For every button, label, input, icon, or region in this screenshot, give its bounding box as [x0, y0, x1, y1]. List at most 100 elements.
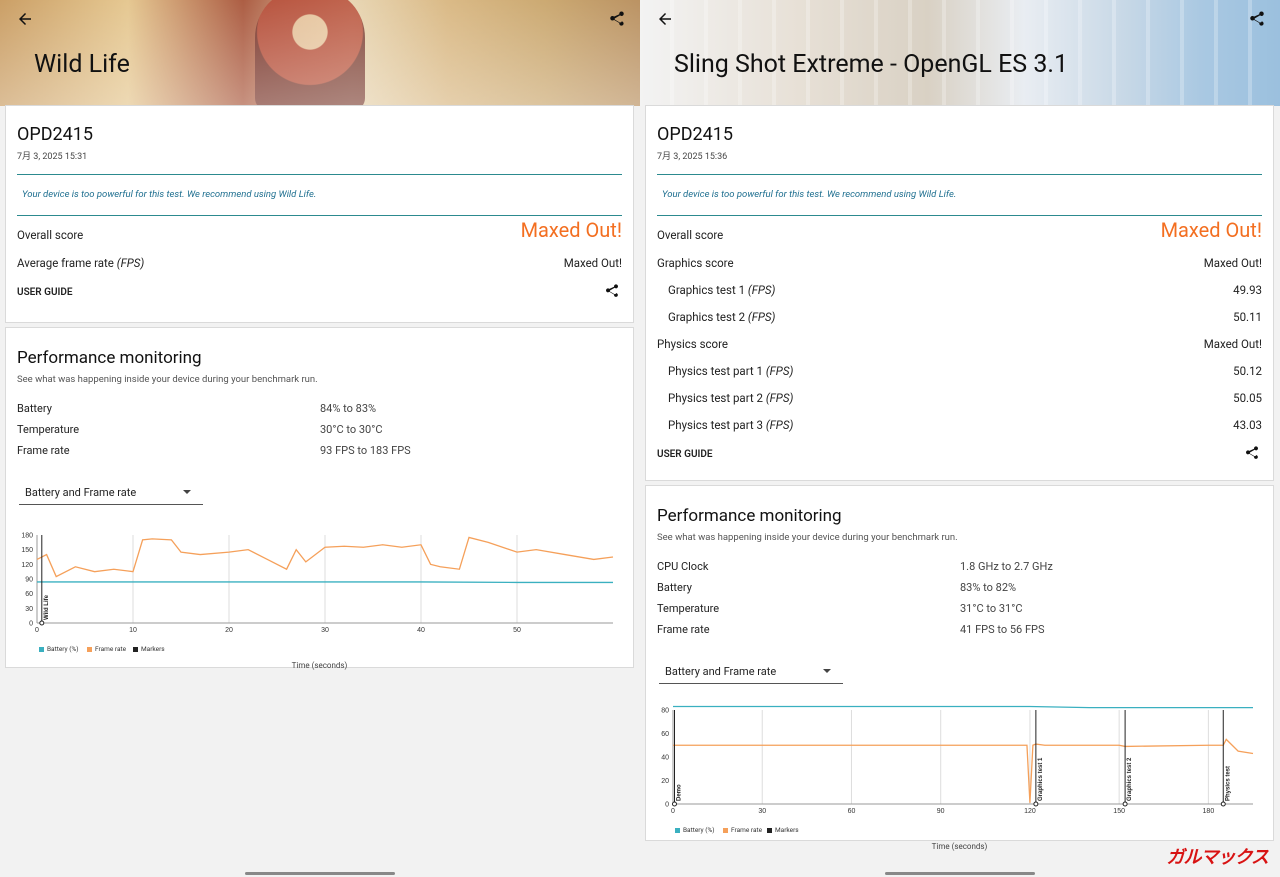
- x-tick-label: 60: [848, 808, 856, 815]
- y-tick-label: 0: [665, 802, 669, 809]
- monitoring-row: Battery 84% to 83%: [17, 402, 377, 415]
- gesture-bar: [885, 872, 1035, 875]
- score-card: OPD2415 7月 3, 2025 15:31 Your device is …: [5, 105, 634, 323]
- left-result-panel: Wild Life OPD2415 7月 3, 2025 15:31 Your …: [0, 0, 640, 877]
- sling-shot-chart: 0 30 60 90 120 150 180 0 20 40 60 80 Demo Graphics te…: [657, 704, 1262, 851]
- legend-battery: Battery (%): [675, 826, 714, 834]
- physics-test-2-row: Physics test part 2 (FPS) 50.05: [668, 391, 1262, 405]
- monitoring-table: Battery 84% to 83% Temperature 30°C to 30°…: [17, 399, 622, 462]
- share-icon[interactable]: [1244, 445, 1260, 461]
- chart-metric-dropdown[interactable]: Battery and Frame rate: [19, 478, 203, 505]
- performance-monitoring-card: Performance monitoring See what was happ…: [5, 327, 634, 670]
- y-tick-label: 150: [21, 547, 33, 554]
- x-tick-label: 40: [417, 627, 425, 634]
- x-axis-title: Time (seconds): [291, 661, 348, 670]
- marker-label: Demo: [676, 784, 682, 801]
- x-tick-label: 180: [1203, 808, 1215, 815]
- hero-banner: [0, 0, 640, 106]
- y-tick-label: 0: [29, 621, 33, 628]
- x-tick-label: 20: [225, 627, 233, 634]
- chart-legend: Battery (%) Frame rate Markers: [17, 643, 622, 655]
- right-result-panel: Sling Shot Extreme - OpenGL ES 3.1 OPD24…: [640, 0, 1280, 877]
- gesture-bar: [245, 872, 395, 875]
- average-frame-rate-value: Maxed Out!: [563, 256, 622, 270]
- x-axis-title: Time (seconds): [931, 842, 988, 851]
- user-guide-link[interactable]: USER GUIDE: [657, 449, 713, 460]
- x-tick-label: 30: [758, 808, 766, 815]
- marker-dot: [1220, 801, 1226, 807]
- back-arrow-icon[interactable]: [656, 10, 674, 28]
- test-title: Wild Life: [34, 50, 130, 79]
- chevron-down-icon: [183, 490, 191, 494]
- performance-monitoring-subtitle: See what was happening inside your devic…: [17, 374, 318, 385]
- performance-monitoring-title: Performance monitoring: [17, 348, 202, 368]
- recommendation-note: Your device is too powerful for this tes…: [657, 174, 1262, 216]
- run-date: 7月 3, 2025 15:31: [17, 152, 88, 162]
- monitoring-row: Temperature 31°C to 31°C: [657, 602, 1023, 615]
- test-title: Sling Shot Extreme - OpenGL ES 3.1: [674, 50, 1069, 79]
- y-tick-label: 30: [25, 606, 33, 613]
- x-tick-label: 30: [321, 627, 329, 634]
- overall-score-row: Overall score Maxed Out!: [657, 216, 1262, 248]
- graphics-test-1-row: Graphics test 1 (FPS) 49.93: [668, 283, 1262, 297]
- score-card: OPD2415 7月 3, 2025 15:36 Your device is …: [645, 105, 1274, 481]
- user-guide-row: USER GUIDE: [657, 437, 1262, 473]
- marker-dot: [1033, 801, 1039, 807]
- marker-label: Graphics test 2: [1127, 757, 1133, 801]
- battery-series-line: [673, 705, 1253, 709]
- legend-battery: Battery (%): [39, 645, 78, 653]
- performance-monitoring-title: Performance monitoring: [657, 506, 842, 526]
- wild-life-chart: 0 10 20 30 40 50 0 30 60 90 120 150 180 Wild Life Bat…: [17, 527, 622, 670]
- chart-svg: 0 10 20 30 40 50 0 30 60 90 120 150 180 Wild Life: [21, 533, 614, 634]
- back-arrow-icon[interactable]: [16, 10, 34, 28]
- share-icon[interactable]: [1248, 10, 1266, 28]
- recommendation-note: Your device is too powerful for this tes…: [17, 174, 622, 216]
- average-frame-rate-label: Average frame rate (FPS): [17, 256, 145, 270]
- frame-rate-series-line: [673, 738, 1254, 803]
- device-name: OPD2415: [17, 124, 94, 145]
- device-name: OPD2415: [657, 124, 734, 145]
- monitoring-row: Frame rate 93 FPS to 183 FPS: [17, 444, 411, 457]
- chevron-down-icon: [823, 669, 831, 673]
- x-tick-label: 90: [937, 808, 945, 815]
- chart-metric-dropdown[interactable]: Battery and Frame rate: [659, 657, 843, 684]
- marker-label: Wild Life: [44, 594, 50, 620]
- monitoring-row: Frame rate 41 FPS to 56 FPS: [657, 623, 1045, 636]
- monitoring-table: CPU Clock 1.8 GHz to 2.7 GHz Battery 83% t…: [657, 557, 1262, 641]
- legend-frame-rate: Frame rate: [723, 826, 762, 834]
- physics-test-3-row: Physics test part 3 (FPS) 43.03: [668, 418, 1262, 432]
- overall-score-label: Overall score: [657, 228, 724, 242]
- user-guide-row: USER GUIDE: [17, 275, 622, 311]
- marker-dot: [1122, 801, 1128, 807]
- chart-legend: Battery (%) Frame rate Markers: [657, 824, 1262, 836]
- user-guide-link[interactable]: USER GUIDE: [17, 287, 73, 298]
- y-tick-label: 120: [21, 562, 33, 569]
- y-tick-label: 20: [661, 778, 669, 785]
- site-logo: ガルマックス: [1166, 847, 1269, 868]
- x-tick-label: 10: [129, 627, 137, 634]
- marker-label: Graphics test 1: [1038, 757, 1044, 801]
- chart-svg: 0 30 60 90 120 150 180 0 20 40 60 80 Demo Graphics te…: [661, 705, 1254, 815]
- y-tick-label: 60: [661, 731, 669, 738]
- y-tick-label: 60: [25, 591, 33, 598]
- frame-rate-series-line: [36, 536, 614, 578]
- performance-monitoring-subtitle: See what was happening inside your devic…: [657, 532, 958, 543]
- graphics-test-2-row: Graphics test 2 (FPS) 50.11: [668, 310, 1262, 324]
- physics-score-row: Physics score Maxed Out!: [657, 337, 1262, 351]
- legend-markers: Markers: [767, 826, 799, 834]
- marker-dot: [39, 620, 45, 626]
- y-tick-label: 40: [661, 755, 669, 762]
- x-tick-label: 50: [513, 627, 521, 634]
- overall-score-label: Overall score: [17, 228, 84, 242]
- share-icon[interactable]: [604, 283, 620, 299]
- legend-frame-rate: Frame rate: [87, 645, 126, 653]
- share-icon[interactable]: [608, 10, 626, 28]
- overall-score-row: Overall score Maxed Out!: [17, 216, 622, 248]
- monitoring-row: CPU Clock 1.8 GHz to 2.7 GHz: [657, 560, 1053, 573]
- graphics-score-row: Graphics score Maxed Out!: [657, 256, 1262, 270]
- performance-monitoring-card: Performance monitoring See what was happ…: [645, 485, 1274, 851]
- x-tick-label: 150: [1113, 808, 1125, 815]
- x-tick-label: 0: [35, 627, 39, 634]
- run-date: 7月 3, 2025 15:36: [657, 152, 728, 162]
- average-frame-rate-row: Average frame rate (FPS) Maxed Out!: [17, 248, 622, 275]
